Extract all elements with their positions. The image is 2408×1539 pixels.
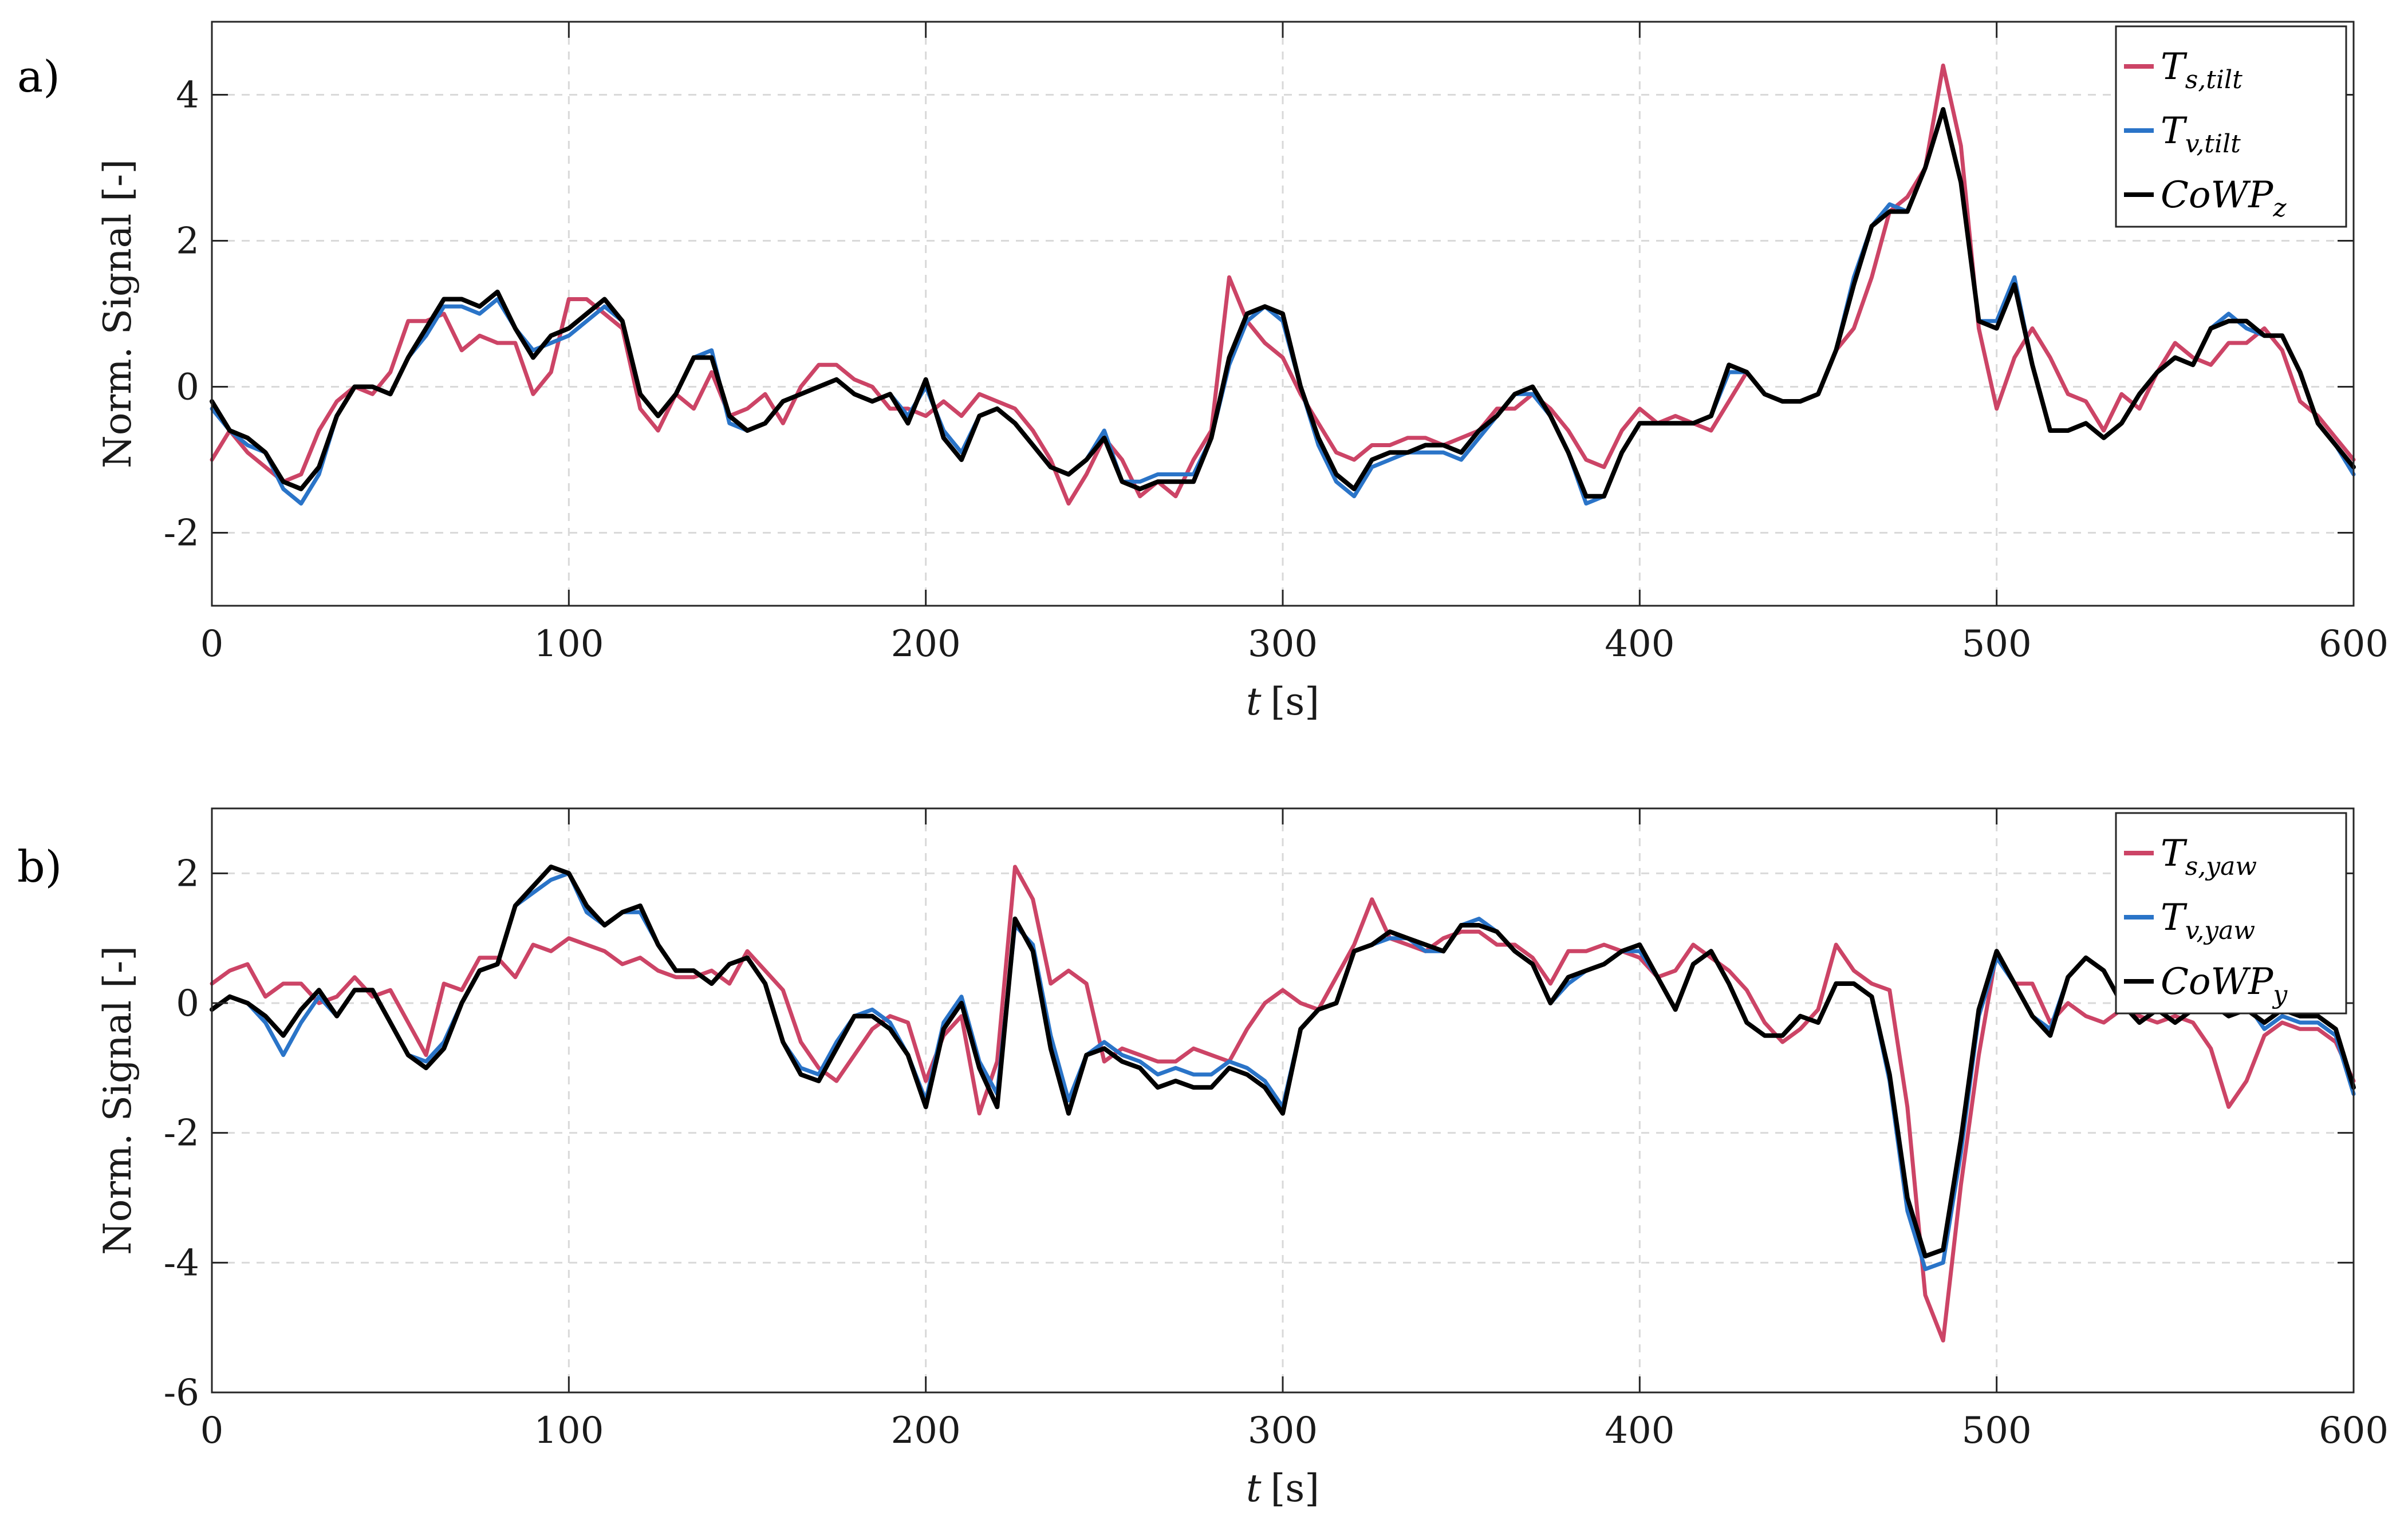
y-tick-label: -2 [164,1112,199,1155]
x-tick-label: 500 [1962,1410,2032,1452]
x-tick-label: 400 [1605,623,1674,665]
y-tick-labels: -6 -4 -2 0 2 [164,853,199,1414]
y-tick-label: 4 [176,74,199,117]
x-tick-label: 100 [534,1410,604,1452]
panel-a: a) -2 0 2 4 0 100 200 300 400 500 600 Norm. Signa… [17,21,2389,724]
y-tick-label: 2 [176,853,199,895]
x-tick-label: 300 [1248,623,1318,665]
x-axis-unit: [s] [1271,1466,1319,1510]
x-axis-variable: t [1246,680,1262,724]
x-tick-labels: 0 100 200 300 400 500 600 [200,1410,2389,1452]
x-tick-label: 600 [2319,1410,2389,1452]
legend-entry-subscript: z [2272,194,2287,223]
ticks [211,808,2355,1394]
y-axis-label: Norm. Signal [-] [96,159,140,468]
legend-entry: CoWPy [2161,961,2288,1009]
y-tick-label: 2 [176,220,199,263]
x-tick-label: 600 [2319,623,2389,665]
y-tick-label: -4 [164,1242,199,1284]
legend-entry: Tv,tilt [2161,110,2241,159]
x-tick-label: 200 [891,623,961,665]
grid [212,808,2354,1392]
x-axis-unit: [s] [1271,680,1319,724]
y-tick-label: -2 [164,512,199,555]
x-tick-labels: 0 100 200 300 400 500 600 [200,623,2389,665]
x-axis-variable: t [1246,1466,1262,1510]
panel-label: a) [17,51,60,102]
legend-entry: CoWPz [2161,174,2287,223]
panel-label: b) [17,841,62,892]
series-group [210,64,2356,506]
x-tick-label: 0 [200,1410,224,1452]
legend-entry-name: T [2161,110,2188,152]
y-tick-label: 0 [176,366,199,409]
legend-entry-subscript: v,yaw [2185,916,2255,945]
series-line-cowp-y [210,865,2356,1258]
legend-box [2115,812,2347,1015]
y-tick-label: 0 [176,982,199,1025]
x-tick-label: 500 [1962,623,2032,665]
legend-entry-name: CoWP [2161,961,2273,1003]
y-tick-labels: -2 0 2 4 [164,74,199,555]
x-axis-label: t [s] [1246,1466,1319,1510]
panel-b: b) -6 -4 -2 0 2 0 100 200 300 400 500 600 Norm. Si… [17,807,2389,1510]
legend-entry-subscript: s,yaw [2185,852,2257,881]
legend-box [2115,25,2347,228]
x-axis-label: t [s] [1246,680,1319,724]
x-tick-label: 100 [534,623,604,665]
legend-entry-name: CoWP [2161,174,2273,216]
x-tick-label: 300 [1248,1410,1318,1452]
legend-entry-subscript: s,tilt [2185,65,2243,94]
legend-entry-subscript: y [2272,980,2288,1009]
legend-entry-subscript: v,tilt [2185,129,2241,159]
legend-entry-name: T [2161,832,2188,875]
grid [212,22,2354,606]
legend-entry: Ts,tilt [2161,46,2243,94]
x-tick-label: 0 [200,623,224,665]
x-tick-label: 200 [891,1410,961,1452]
series-line-cowp-z [210,107,2356,499]
x-tick-label: 400 [1605,1410,1674,1452]
legend-entry: Tv,yaw [2161,897,2255,945]
legend-entry-name: T [2161,897,2188,939]
legend-entry: Ts,yaw [2161,832,2257,881]
series-line-t-s-tilt [210,64,2356,506]
series-group [210,865,2356,1343]
y-tick-label: -6 [164,1372,199,1414]
ticks [211,22,2355,606]
y-axis-label: Norm. Signal [-] [96,946,140,1255]
legend-entry-name: T [2161,46,2188,88]
